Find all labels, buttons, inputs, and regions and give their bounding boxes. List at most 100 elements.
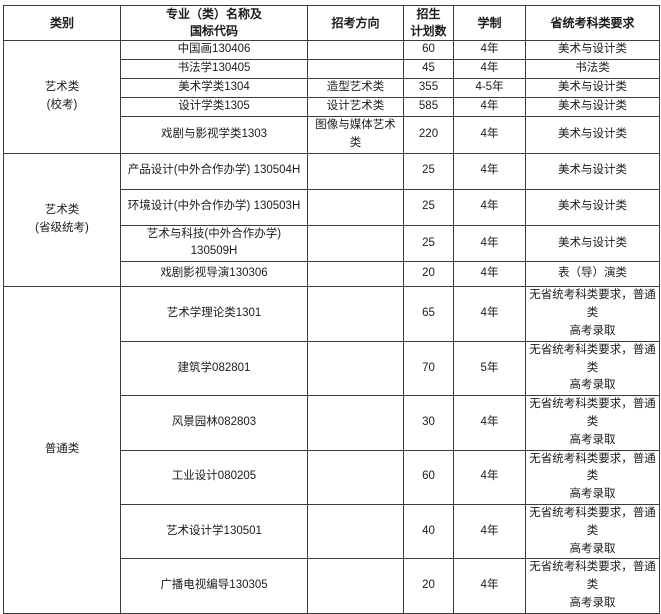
direction-cell xyxy=(307,449,404,506)
duration-cell: 4年 xyxy=(453,286,526,342)
major-cell: 书法学130405 xyxy=(120,59,308,79)
duration-cell: 4年 xyxy=(453,59,526,79)
requirement-cell: 美术与设计类 xyxy=(525,152,660,190)
table-row: 环境设计(中外合作办学) 130503H 25 4年 美术与设计类 xyxy=(4,188,660,226)
admission-plan-table: 类别 专业（类）名称及 国标代码 招考方向 招生 计划数 学制 省统考科类要求 … xyxy=(3,5,660,614)
duration-cell: 4年 xyxy=(453,261,526,288)
major-cell: 戏剧与影视学类1303 xyxy=(120,116,308,154)
plan-cell: 45 xyxy=(403,59,454,79)
plan-cell: 70 xyxy=(403,340,454,397)
duration-cell: 4年 xyxy=(453,188,526,226)
major-cell: 戏剧影视导演130306 xyxy=(120,261,308,288)
plan-cell: 220 xyxy=(403,116,454,154)
plan-cell: 60 xyxy=(403,40,454,60)
major-cell: 艺术与科技(中外合作办学) 130509H xyxy=(120,224,308,263)
direction-cell xyxy=(307,224,404,263)
requirement-cell: 无省统考科类要求，普通类 高考录取 xyxy=(525,503,660,560)
direction-cell xyxy=(307,59,404,79)
major-cell: 环境设计(中外合作办学) 130503H xyxy=(120,188,308,226)
direction-cell: 设计艺术类 xyxy=(307,97,404,117)
requirement-cell: 美术与设计类 xyxy=(525,224,660,263)
table-row: 设计学类1305 设计艺术类 585 4年 美术与设计类 xyxy=(4,97,660,117)
major-cell: 艺术设计学130501 xyxy=(120,503,308,560)
category-cell-general: 普通类 xyxy=(3,286,121,614)
plan-cell: 25 xyxy=(403,188,454,226)
direction-cell xyxy=(307,152,404,190)
page: 类别 专业（类）名称及 国标代码 招考方向 招生 计划数 学制 省统考科类要求 … xyxy=(3,5,660,614)
plan-cell: 20 xyxy=(403,558,454,614)
direction-cell xyxy=(307,188,404,226)
table-row: 艺术类 (省级统考) 产品设计(中外合作办学) 130504H 25 4年 美术… xyxy=(3,152,660,288)
plan-cell: 25 xyxy=(403,224,454,263)
duration-cell: 4-5年 xyxy=(453,78,526,98)
table-row: 普通类 艺术学理论类1301 65 4年 无省统考科类要求，普通类 高考录取 xyxy=(3,286,660,614)
requirement-cell: 无省统考科类要求，普通类 高考录取 xyxy=(525,286,660,342)
requirement-cell: 无省统考科类要求，普通类 高考录取 xyxy=(525,395,660,451)
duration-cell: 4年 xyxy=(453,503,526,560)
plan-cell: 30 xyxy=(403,395,454,451)
header-major-name: 专业（类）名称及 国标代码 xyxy=(120,5,308,41)
major-cell: 美术学类1304 xyxy=(120,78,308,98)
table-row: 艺术与科技(中外合作办学) 130509H 25 4年 美术与设计类 xyxy=(4,224,660,263)
major-cell: 艺术学理论类1301 xyxy=(120,286,308,342)
plan-cell: 60 xyxy=(403,449,454,506)
major-cell: 中国画130406 xyxy=(120,40,308,60)
major-cell: 设计学类1305 xyxy=(120,97,308,117)
major-cell: 广播电视编导130305 xyxy=(120,558,308,614)
duration-cell: 4年 xyxy=(453,40,526,60)
requirement-cell: 无省统考科类要求，普通类 高考录取 xyxy=(525,340,660,397)
table-row: 工业设计080205 60 4年 无省统考科类要求，普通类 高考录取 xyxy=(4,449,660,506)
duration-cell: 4年 xyxy=(453,116,526,154)
major-cell: 风景园林082803 xyxy=(120,395,308,451)
category-cell-art-provincial-exam: 艺术类 (省级统考) xyxy=(3,152,121,288)
requirement-cell: 书法类 xyxy=(525,59,660,79)
major-cell: 产品设计(中外合作办学) 130504H xyxy=(120,152,308,190)
duration-cell: 4年 xyxy=(453,558,526,614)
direction-cell xyxy=(307,40,404,60)
duration-cell: 4年 xyxy=(453,97,526,117)
requirement-cell: 美术与设计类 xyxy=(525,116,660,154)
requirement-cell: 表（导）演类 xyxy=(525,261,660,288)
header-row: 类别 专业（类）名称及 国标代码 招考方向 招生 计划数 学制 省统考科类要求 xyxy=(3,5,660,41)
requirement-cell: 美术与设计类 xyxy=(525,78,660,98)
header-requirement: 省统考科类要求 xyxy=(525,5,660,41)
table-row: 戏剧影视导演130306 20 4年 表（导）演类 xyxy=(4,261,660,288)
direction-cell xyxy=(307,503,404,560)
requirement-cell: 无省统考科类要求，普通类 高考录取 xyxy=(525,558,660,614)
header-plan-count: 招生 计划数 xyxy=(403,5,454,41)
category-cell-art-school-exam: 艺术类 (校考) xyxy=(3,40,121,154)
direction-cell xyxy=(307,261,404,288)
header-category: 类别 xyxy=(3,5,121,41)
direction-cell xyxy=(307,395,404,451)
duration-cell: 4年 xyxy=(453,449,526,506)
table-row: 书法学130405 45 4年 书法类 xyxy=(4,59,660,79)
requirement-cell: 美术与设计类 xyxy=(525,40,660,60)
duration-cell: 4年 xyxy=(453,152,526,190)
table-row: 风景园林082803 30 4年 无省统考科类要求，普通类 高考录取 xyxy=(4,395,660,451)
direction-cell: 造型艺术类 xyxy=(307,78,404,98)
duration-cell: 4年 xyxy=(453,224,526,263)
plan-cell: 40 xyxy=(403,503,454,560)
requirement-cell: 美术与设计类 xyxy=(525,188,660,226)
table-row: 艺术类 (校考) 中国画130406 60 4年 美术与设计类 xyxy=(3,40,660,154)
duration-cell: 4年 xyxy=(453,395,526,451)
duration-cell: 5年 xyxy=(453,340,526,397)
table-row: 建筑学082801 70 5年 无省统考科类要求，普通类 高考录取 xyxy=(4,340,660,397)
plan-cell: 355 xyxy=(403,78,454,98)
header-duration: 学制 xyxy=(453,5,526,41)
header-direction: 招考方向 xyxy=(307,5,404,41)
direction-cell xyxy=(307,286,404,342)
table-row: 戏剧与影视学类1303 图像与媒体艺术类 220 4年 美术与设计类 xyxy=(4,116,660,154)
direction-cell: 图像与媒体艺术类 xyxy=(307,116,404,154)
requirement-cell: 美术与设计类 xyxy=(525,97,660,117)
plan-cell: 585 xyxy=(403,97,454,117)
requirement-cell: 无省统考科类要求，普通类 高考录取 xyxy=(525,449,660,506)
plan-cell: 25 xyxy=(403,152,454,190)
major-cell: 工业设计080205 xyxy=(120,449,308,506)
major-cell: 建筑学082801 xyxy=(120,340,308,397)
table-row: 美术学类1304 造型艺术类 355 4-5年 美术与设计类 xyxy=(4,78,660,98)
plan-cell: 65 xyxy=(403,286,454,342)
direction-cell xyxy=(307,340,404,397)
plan-cell: 20 xyxy=(403,261,454,288)
direction-cell xyxy=(307,558,404,614)
